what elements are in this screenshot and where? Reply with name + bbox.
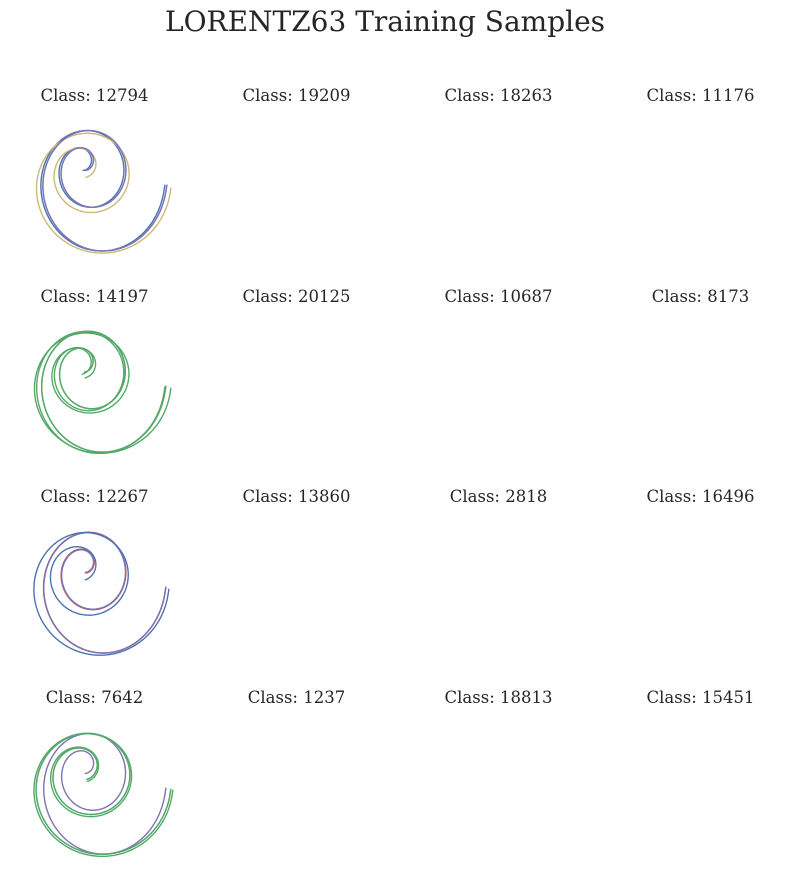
- subplot-title: Class: 13860: [242, 487, 351, 506]
- subplot-title: Class: 8173: [651, 287, 750, 306]
- subplot-plot-area: [33, 531, 170, 656]
- subplot-title: Class: 11176: [646, 86, 755, 105]
- trajectory-line: [35, 733, 172, 855]
- subplot-panel: Class: 13860: [42, 487, 384, 687]
- trajectory-line: [43, 531, 167, 654]
- trajectory-line: [35, 132, 172, 254]
- subplot-panel: Class: 12794: [7, 86, 182, 286]
- subplot-panel: Class: 16496: [33, 487, 788, 687]
- trajectory-line: [33, 531, 170, 656]
- subplot-panel: Class: 10687: [41, 287, 586, 487]
- subplot-title: Class: 14197: [40, 287, 149, 306]
- subplot-plot-area: [42, 129, 168, 252]
- subplot-panel: Class: 8173: [41, 287, 788, 487]
- subplot-title: Class: 12267: [40, 487, 149, 506]
- figure-title: LORENTZ63 Training Samples: [164, 5, 606, 38]
- subplot-plot-area: [42, 531, 167, 654]
- subplot-panel: Class: 18813: [35, 688, 586, 888]
- subplot-title: Class: 16496: [646, 487, 755, 506]
- subplot-plot-area: [41, 330, 167, 453]
- subplot-plot-area: [35, 132, 172, 254]
- subplot-plot-area: [43, 732, 167, 855]
- subplot-title: Class: 15451: [646, 688, 755, 707]
- subplot-title: Class: 2818: [449, 487, 548, 506]
- subplot-panel: Class: 11176: [42, 86, 788, 286]
- subplot-panel: Class: 2818: [43, 487, 586, 687]
- subplot-title: Class: 12794: [40, 86, 149, 105]
- subplot-title: Class: 18263: [444, 86, 553, 105]
- subplot-panel: Class: 1237: [33, 688, 384, 888]
- subplot-plot-area: [35, 733, 172, 855]
- subplot-panel: Class: 15451: [35, 688, 788, 888]
- subplot-plot-area: [43, 531, 167, 654]
- subplot-plot-area: [40, 129, 166, 252]
- subplot-title: Class: 18813: [444, 688, 553, 707]
- subplot-plot-area: [33, 732, 174, 858]
- subplot-plot-area: [42, 129, 168, 252]
- subplot-title: Class: 10687: [444, 287, 553, 306]
- subplot-panel: Class: 19209: [42, 86, 384, 286]
- subplot-panel: Class: 14197: [7, 287, 182, 487]
- trajectory-line: [42, 129, 168, 252]
- trajectory-line: [41, 330, 167, 453]
- trajectory-line: [33, 732, 174, 858]
- subplot-title: Class: 20125: [242, 287, 351, 306]
- trajectory-line: [43, 732, 167, 855]
- subplot-plot-area: [35, 330, 166, 455]
- subplot-title: Class: 7642: [45, 688, 144, 707]
- subplot-title: Class: 1237: [247, 688, 346, 707]
- subplot-panel: Class: 7642: [7, 688, 182, 888]
- subplot-plot-area: [33, 332, 172, 454]
- subplot-plot-area: [35, 733, 172, 855]
- subplot-panel: Class: 18263: [35, 86, 586, 286]
- subplot-panel: Class: 20125: [33, 287, 384, 487]
- subplot-plot-area: [41, 330, 167, 453]
- subplot-title: Class: 19209: [242, 86, 351, 105]
